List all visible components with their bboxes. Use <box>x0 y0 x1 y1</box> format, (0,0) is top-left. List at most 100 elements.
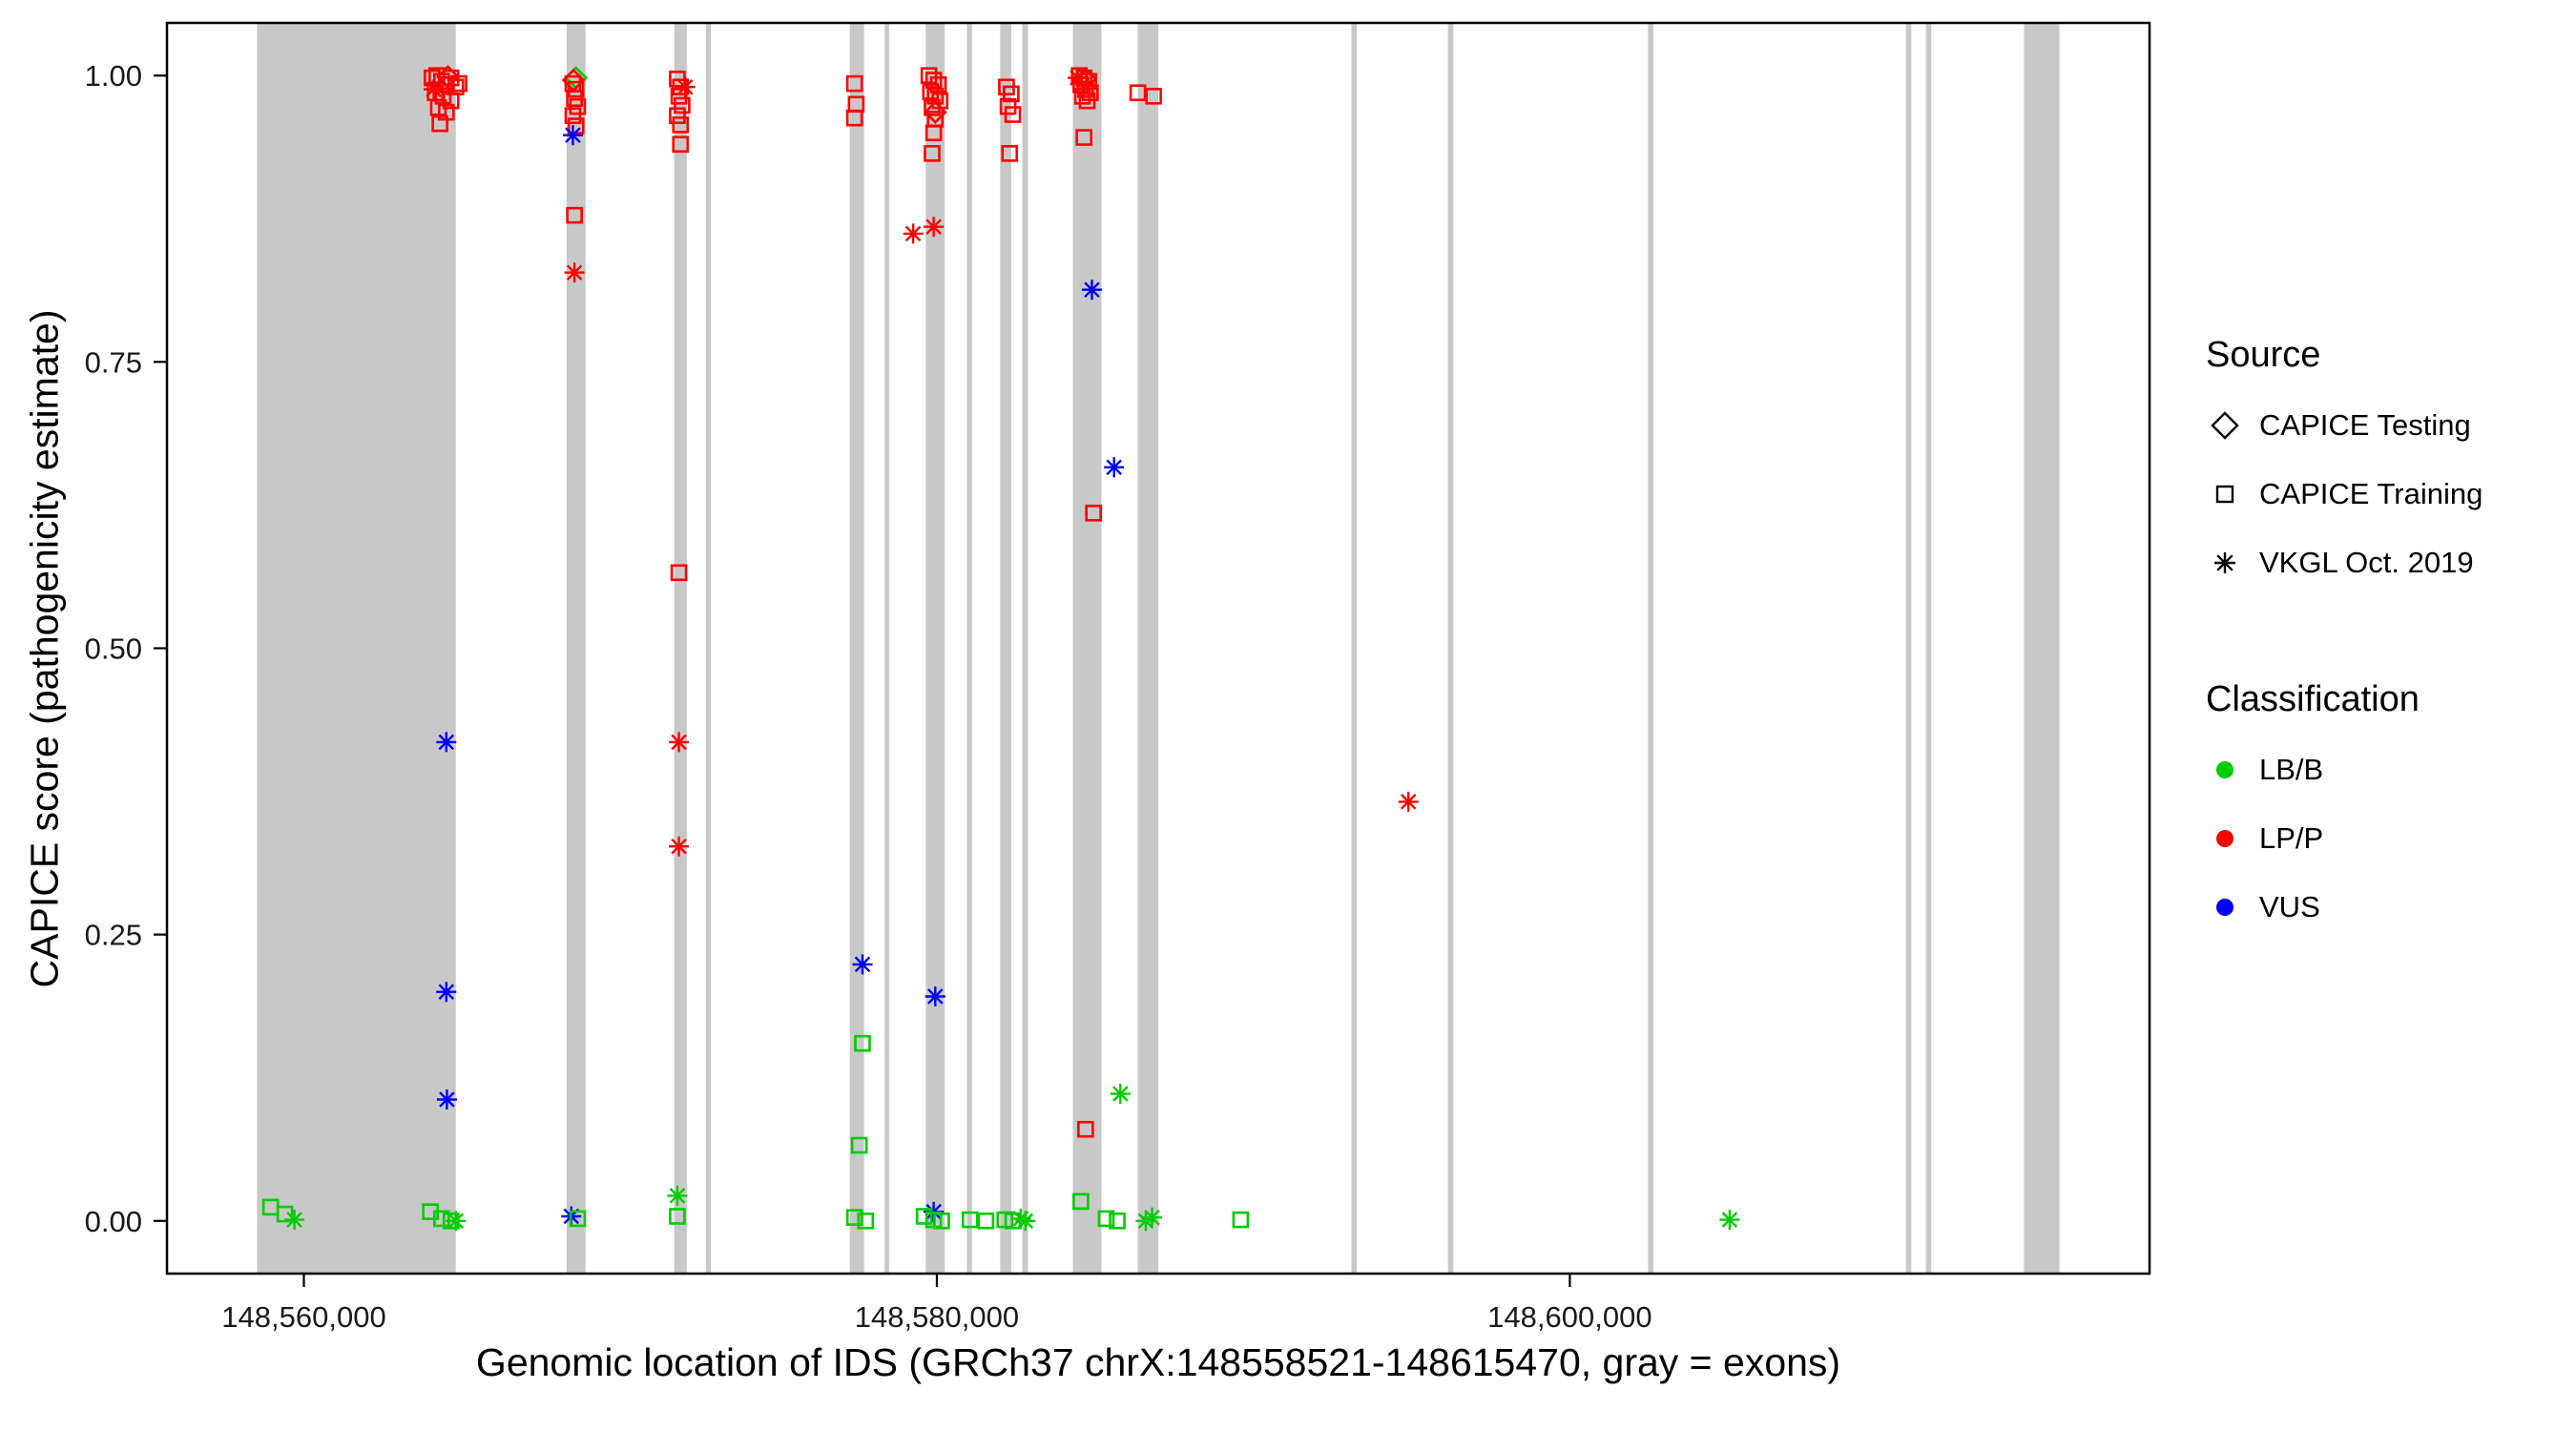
data-point-asterisk <box>669 732 690 753</box>
data-point-diamond <box>436 65 460 89</box>
exon-band <box>1648 23 1653 1274</box>
data-point-square <box>850 1136 868 1154</box>
data-point-square <box>276 1205 294 1223</box>
red-dot-icon <box>2216 830 2233 847</box>
data-point-square <box>1073 88 1091 105</box>
y-tick-label: 0.50 <box>85 633 142 666</box>
data-point-square <box>1003 85 1020 103</box>
data-point-square <box>1004 106 1022 123</box>
data-point-square <box>1078 92 1096 110</box>
data-point-square <box>567 80 585 98</box>
exon-band <box>1137 23 1159 1274</box>
legend-item-lbb: LB/B <box>2206 736 2483 804</box>
data-point-asterisk <box>284 1210 305 1231</box>
y-axis-title: CAPICE score (pathogenicity estimate) <box>22 309 67 988</box>
data-point-square <box>433 1210 450 1228</box>
legend-item-vkgl: VKGL Oct. 2019 <box>2206 529 2483 597</box>
data-point-square <box>1001 145 1019 162</box>
legend-item-label: CAPICE Testing <box>2259 408 2471 442</box>
exon-band <box>966 23 972 1274</box>
exon-band <box>705 23 712 1274</box>
asterisk-icon <box>2214 552 2235 573</box>
data-point-asterisk <box>1081 280 1103 301</box>
legend-item-label: LB/B <box>2259 753 2324 786</box>
data-point-square <box>669 1208 686 1225</box>
data-point-square <box>1097 1210 1115 1228</box>
data-point-square <box>961 1211 979 1229</box>
data-point-asterisk <box>1068 68 1089 89</box>
data-point-asterisk <box>436 982 457 1003</box>
data-point-asterisk <box>924 985 945 1007</box>
data-point-asterisk <box>669 836 690 857</box>
data-point-square <box>854 1034 871 1052</box>
legend-item-vus: VUS <box>2206 873 2483 942</box>
data-point-square <box>924 145 941 162</box>
legend-classification: Classification LB/B LP/P VUS <box>2206 679 2483 942</box>
data-point-square <box>857 1212 875 1230</box>
blue-dot-icon <box>2216 899 2233 916</box>
exon-band <box>1072 23 1102 1274</box>
data-point-square <box>569 97 587 115</box>
data-point-asterisk <box>562 125 584 146</box>
data-point-square <box>669 107 686 125</box>
data-point-square <box>1129 84 1147 102</box>
data-point-asterisk <box>446 1211 467 1232</box>
y-tick-label: 0.75 <box>85 345 142 379</box>
x-axis-title: Genomic location of IDS (GRCh37 chrX:148… <box>475 1340 1841 1384</box>
legend-item-lpp: LP/P <box>2206 804 2483 873</box>
data-point-square <box>431 114 448 133</box>
data-point-square <box>924 124 943 142</box>
data-point-asterisk <box>1141 1207 1163 1228</box>
data-point-square <box>1232 1211 1250 1229</box>
data-point-asterisk <box>924 217 945 238</box>
data-point-square <box>915 1208 933 1225</box>
exon-band <box>925 23 945 1274</box>
data-point-asterisk <box>667 1185 688 1206</box>
data-point-square <box>564 107 582 125</box>
exon-band <box>1351 23 1358 1274</box>
green-dot-icon <box>2216 761 2233 778</box>
data-point-square <box>924 72 943 89</box>
data-point-square <box>933 1212 950 1230</box>
x-tick-label: 148,560,000 <box>221 1300 385 1334</box>
data-point-square <box>1077 1120 1094 1138</box>
data-point-square <box>1075 129 1092 146</box>
data-point-square <box>1085 505 1102 522</box>
legend-classification-title: Classification <box>2206 679 2420 719</box>
exon-band <box>566 23 586 1274</box>
data-point-square <box>566 206 583 224</box>
exon-band <box>674 23 687 1274</box>
x-tick-label: 148,580,000 <box>855 1300 1019 1334</box>
exon-band <box>1447 23 1454 1274</box>
data-point-diamond <box>923 100 947 124</box>
legend: Source CAPICE Testing CAPICE Training VK… <box>2206 335 2483 942</box>
data-point-square <box>1145 88 1162 105</box>
exon-band <box>1022 23 1028 1274</box>
data-point-asterisk <box>436 732 457 753</box>
exon-band <box>2024 23 2060 1274</box>
data-point-asterisk <box>675 76 696 97</box>
data-point-asterisk <box>436 1089 457 1110</box>
exon-band <box>1905 23 1912 1274</box>
data-point-asterisk <box>423 79 445 100</box>
exon-band <box>257 23 456 1274</box>
data-point-square <box>977 1212 995 1230</box>
data-point-asterisk <box>1398 791 1419 812</box>
legend-item-capice-testing: CAPICE Testing <box>2206 391 2483 460</box>
data-point-square <box>845 74 863 93</box>
data-point-asterisk <box>852 954 873 975</box>
diamond-icon <box>2211 411 2239 440</box>
legend-item-label: CAPICE Training <box>2259 477 2483 510</box>
data-point-square <box>845 109 863 127</box>
x-tick-label: 148,600,000 <box>1487 1300 1652 1334</box>
data-point-asterisk <box>1719 1210 1740 1231</box>
legend-item-label: VUS <box>2259 890 2320 923</box>
legend-source: Source CAPICE Testing CAPICE Training VK… <box>2206 335 2483 597</box>
exon-band <box>884 23 889 1274</box>
data-point-square <box>672 116 690 134</box>
data-point-asterisk <box>1104 457 1125 478</box>
exon-band <box>1925 23 1932 1274</box>
y-tick-label: 0.25 <box>85 919 142 952</box>
